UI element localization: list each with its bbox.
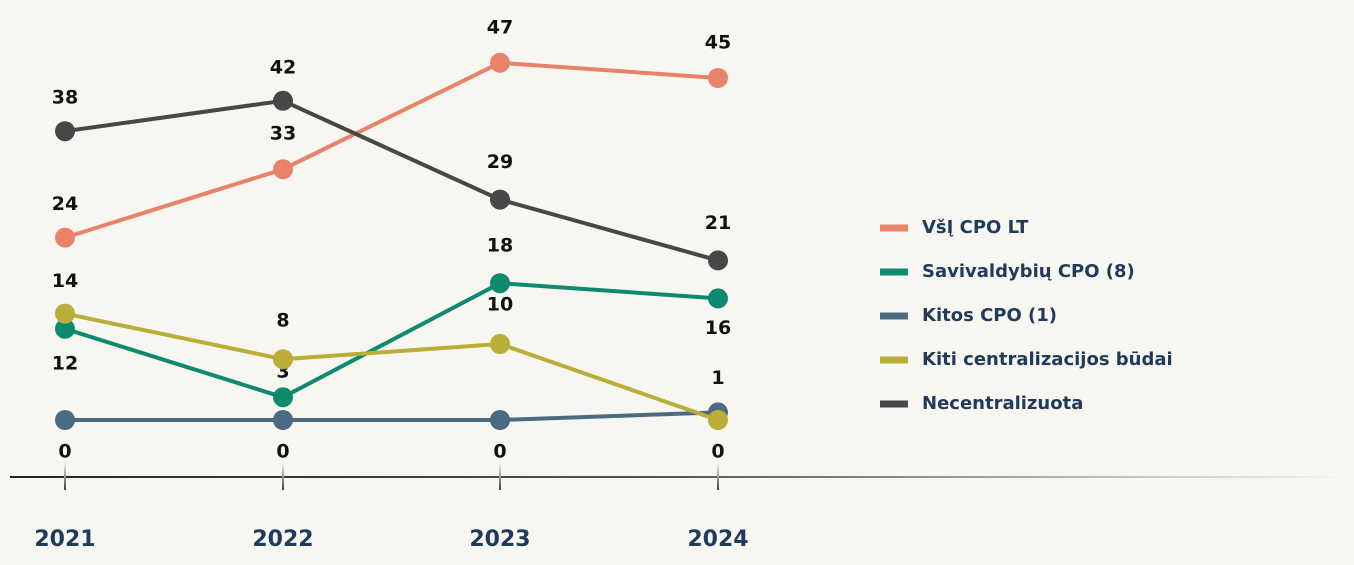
legend-swatch — [880, 400, 908, 408]
legend-label: VšĮ CPO LT — [922, 217, 1029, 238]
data-label: 10 — [487, 294, 513, 316]
data-point — [273, 410, 293, 430]
data-point — [490, 273, 510, 294]
legend-label: Kitos CPO (1) — [922, 305, 1057, 326]
x-axis — [10, 476, 1345, 478]
data-point — [490, 334, 510, 354]
data-label: 0 — [711, 441, 724, 463]
data-label: 12 — [52, 352, 78, 374]
data-label: 14 — [52, 270, 78, 292]
legend-swatch — [880, 224, 908, 232]
data-label: 1 — [711, 367, 724, 389]
x-tick-label: 2024 — [687, 527, 748, 552]
data-label: 38 — [52, 87, 78, 109]
legend-swatch — [880, 268, 908, 276]
data-point — [490, 52, 510, 73]
data-point — [273, 349, 293, 370]
data-label: 21 — [705, 212, 731, 234]
x-tick — [717, 462, 719, 490]
x-tick — [282, 462, 284, 490]
data-label: 42 — [270, 56, 296, 78]
legend-swatch — [880, 356, 908, 364]
series-line — [64, 98, 719, 263]
series-line — [64, 60, 719, 240]
data-point — [708, 250, 728, 271]
series-line — [64, 281, 719, 400]
data-point — [708, 410, 728, 430]
data-point — [273, 159, 293, 180]
x-tick-label: 2022 — [252, 527, 313, 552]
data-label: 29 — [487, 151, 513, 173]
x-tick-label: 2021 — [34, 527, 95, 552]
series-line — [64, 311, 719, 422]
x-tick-label: 2023 — [469, 527, 530, 552]
data-label: 8 — [276, 310, 289, 332]
data-label: 45 — [705, 32, 731, 54]
data-point — [55, 227, 75, 248]
data-label: 33 — [270, 123, 296, 145]
data-point — [55, 318, 75, 339]
data-label: 24 — [52, 193, 78, 215]
series-line — [65, 410, 719, 422]
data-label: 0 — [276, 441, 289, 463]
data-point — [490, 189, 510, 210]
data-point — [273, 387, 293, 408]
legend-label: Kiti centralizacijos būdai — [922, 349, 1173, 370]
data-label: 18 — [487, 235, 513, 257]
data-point — [273, 90, 293, 111]
legend-label: Savivaldybių CPO (8) — [922, 261, 1135, 282]
legend-label: Necentralizuota — [922, 393, 1083, 414]
data-point — [55, 303, 75, 324]
data-label: 47 — [487, 16, 513, 38]
data-point — [55, 410, 75, 430]
data-point — [55, 121, 75, 142]
data-label: 0 — [58, 441, 71, 463]
data-label: 0 — [493, 441, 506, 463]
x-tick — [64, 462, 66, 490]
legend-swatch — [880, 312, 908, 320]
x-tick — [499, 462, 501, 490]
data-point — [708, 288, 728, 309]
data-point — [490, 410, 510, 430]
data-label: 16 — [705, 317, 731, 339]
data-point — [708, 68, 728, 88]
